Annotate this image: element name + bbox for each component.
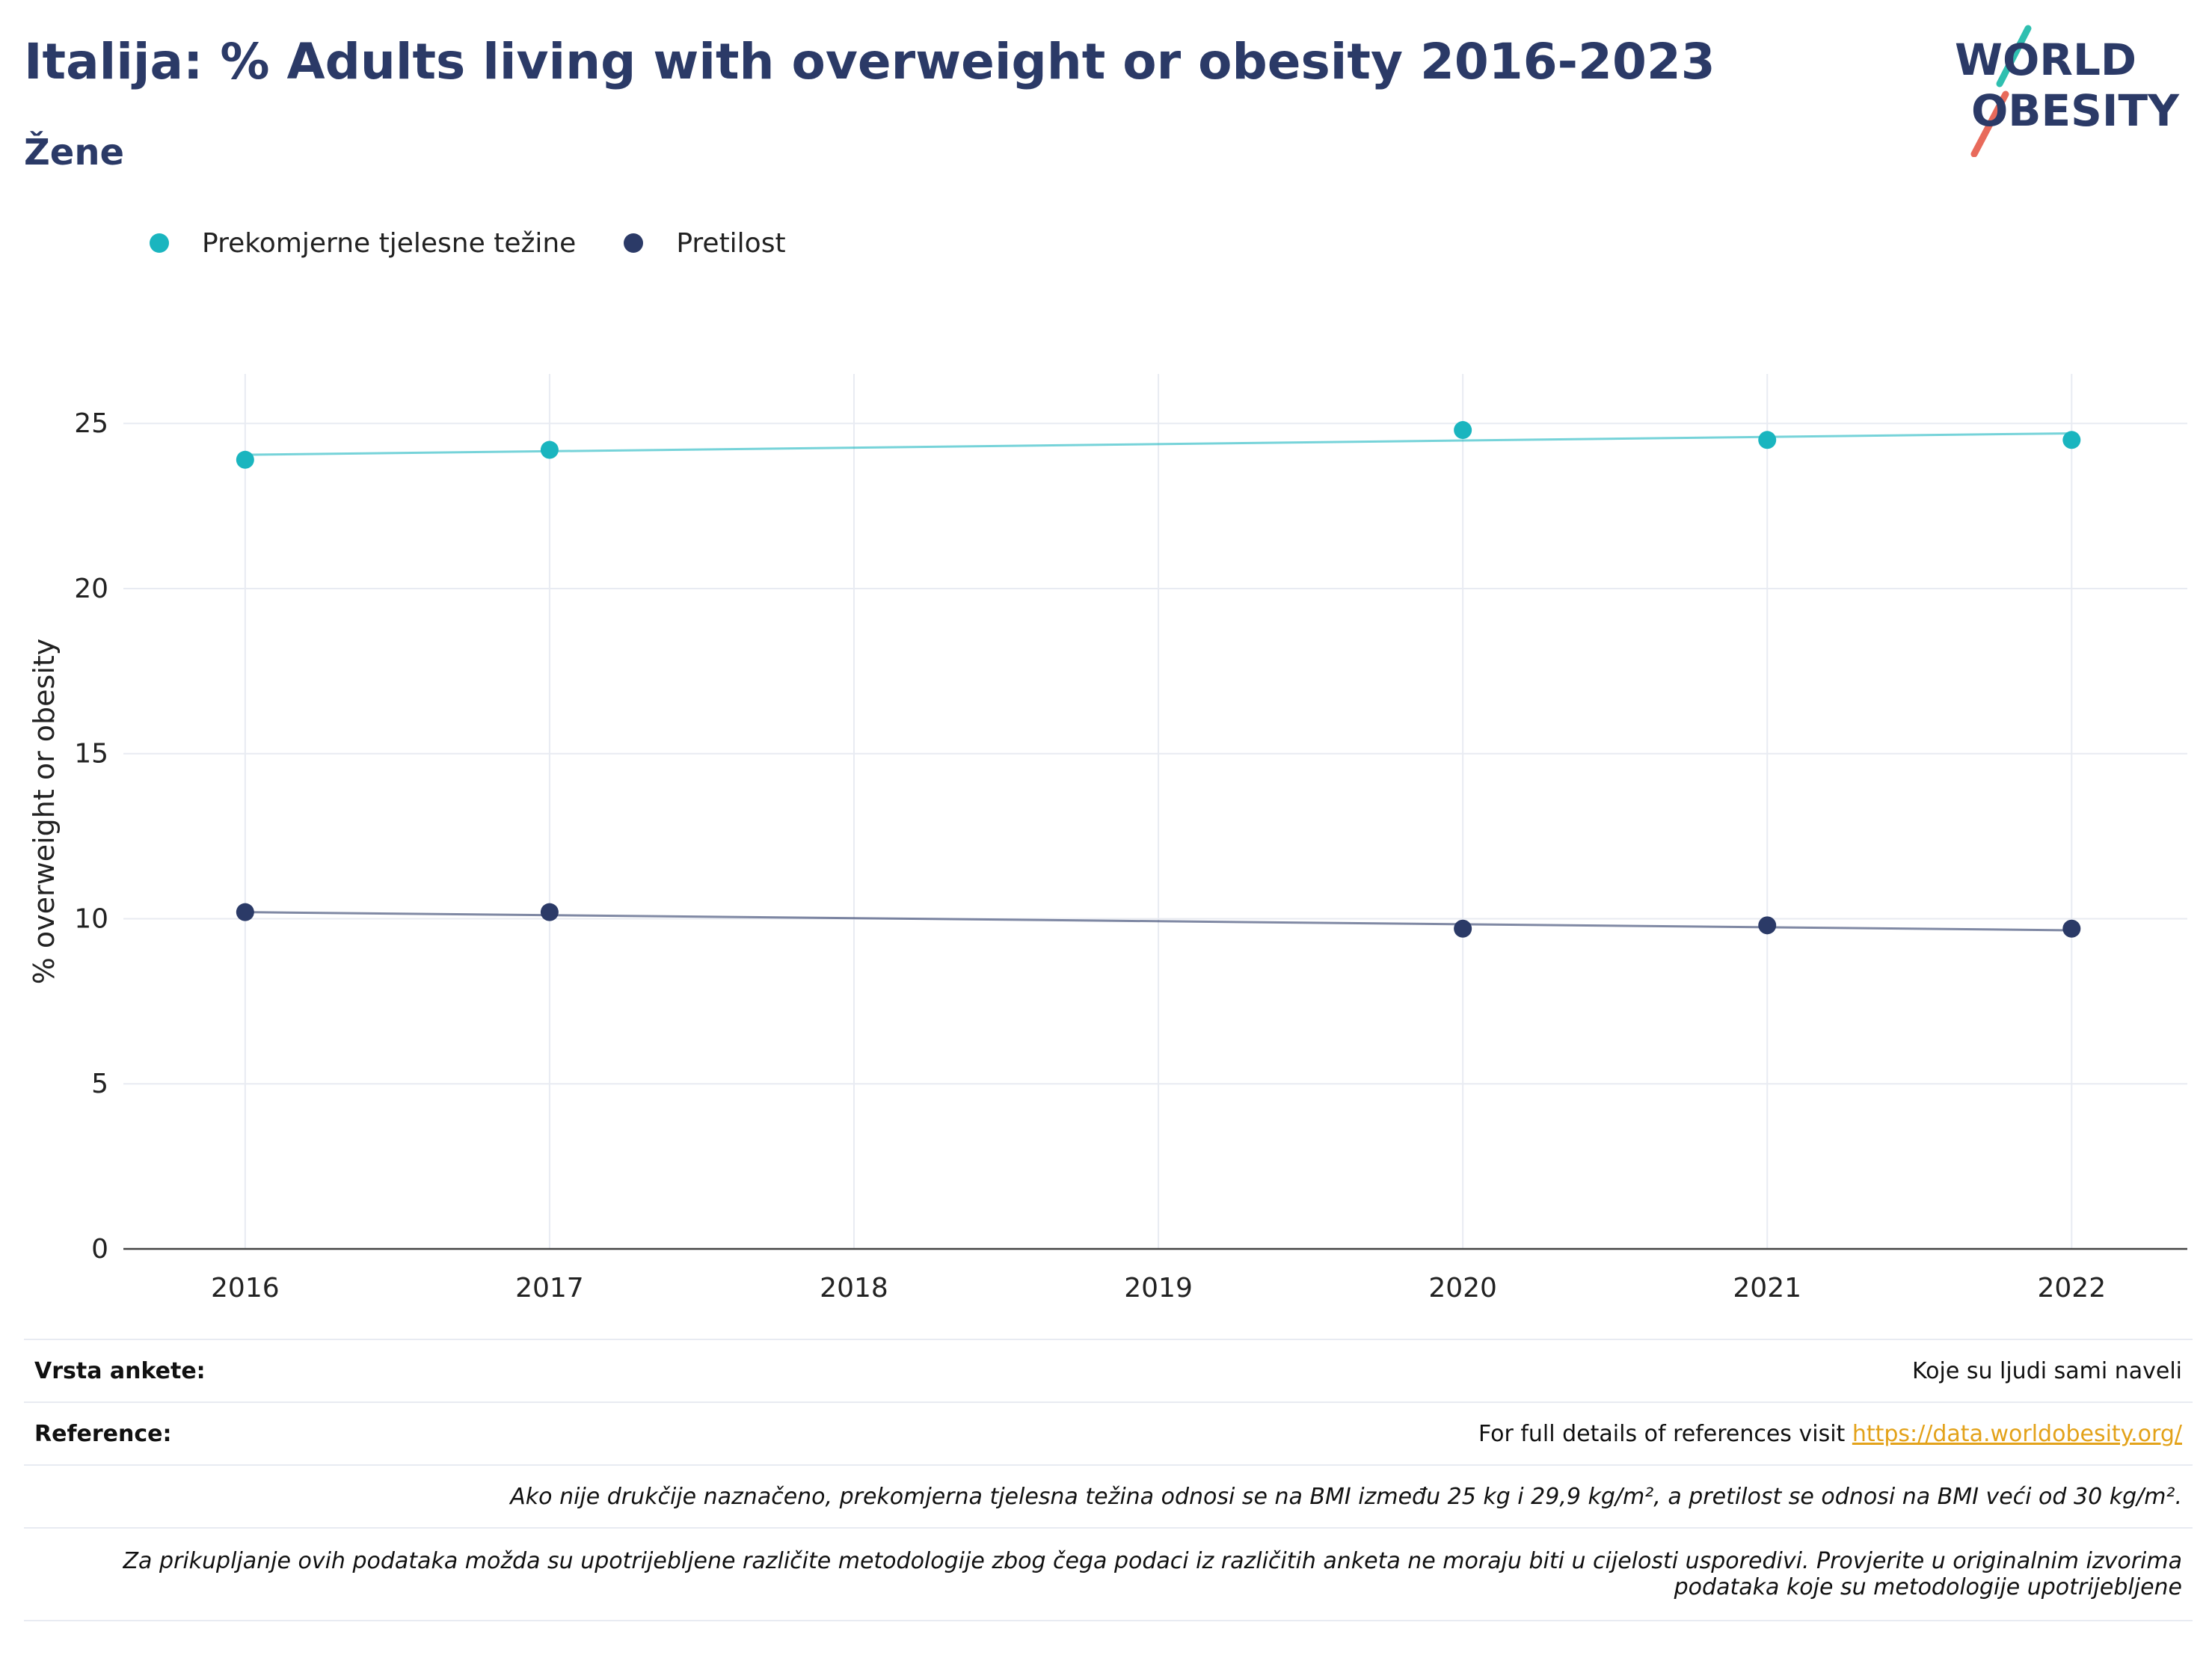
survey-value: Koje su ljudi sami naveli	[1911, 1357, 2182, 1384]
reference-link[interactable]: https://data.worldobesity.org/	[1852, 1420, 2182, 1447]
x-tick-label: 2017	[515, 1273, 584, 1304]
y-tick-label: 10	[74, 903, 108, 934]
legend-label-obesity: Pretilost	[676, 227, 786, 259]
methodology-note: Za prikupljanje ovih podataka možda su u…	[34, 1548, 2182, 1600]
info-row-reference: Reference: For full details of reference…	[24, 1401, 2193, 1464]
data-point-1	[1454, 919, 1472, 938]
logo-text-obesity: OBESITY	[1971, 85, 2180, 136]
legend-dot-obesity	[624, 233, 644, 253]
x-tick-label: 2016	[211, 1273, 280, 1304]
methodology-note-line2: podataka koje su metodologije upotrijebl…	[1674, 1574, 2182, 1600]
logo-text-world: WORLD	[1955, 34, 2136, 85]
data-point-0	[1758, 431, 1777, 449]
reference-label: Reference:	[34, 1420, 172, 1447]
y-axis-label: % overweight or obesity	[28, 639, 61, 985]
methodology-note-line1: Za prikupljanje ovih podataka možda su u…	[123, 1548, 2182, 1574]
logo-red-slash	[1970, 90, 2009, 157]
legend-item-overweight[interactable]: Prekomjerne tjelesne težine	[150, 228, 576, 259]
reference-text: For full details of references visit	[1478, 1420, 1852, 1447]
x-tick-label: 2019	[1124, 1273, 1193, 1304]
world-obesity-logo: WORLD OBESITY	[1955, 25, 2180, 157]
line-chart: 0 5 10 15 20 25 2016 2017 2018 2019 2020 2021 2022 % …	[28, 374, 2187, 1304]
data-point-0	[540, 440, 559, 459]
chart-legend: Prekomjerne tjelesne težine Pretilost	[150, 224, 834, 262]
data-point-1	[2062, 919, 2081, 938]
logo-teal-slash	[1996, 25, 2032, 87]
survey-label: Vrsta ankete:	[34, 1357, 206, 1384]
y-tick-label: 5	[91, 1069, 108, 1099]
reference-value: For full details of references visit htt…	[1478, 1421, 2182, 1447]
data-point-1	[1758, 916, 1777, 935]
info-row-methodology: Za prikupljanje ovih podataka možda su u…	[24, 1527, 2193, 1621]
data-point-0	[2062, 431, 2081, 449]
info-row-survey: Vrsta ankete: Koje su ljudi sami naveli	[24, 1339, 2193, 1401]
legend-item-obesity[interactable]: Pretilost	[624, 227, 786, 259]
x-tick-label: 2021	[1733, 1273, 1801, 1304]
y-tick-label: 25	[74, 408, 108, 439]
data-point-0	[1454, 421, 1472, 440]
definition-note: Ako nije drukčije naznačeno, prekomjerna…	[510, 1483, 2182, 1510]
x-tick-label: 2020	[1428, 1273, 1497, 1304]
data-point-1	[540, 903, 559, 921]
legend-label-overweight: Prekomjerne tjelesne težine	[202, 227, 577, 259]
info-row-definition: Ako nije drukčije naznačeno, prekomjerna…	[24, 1464, 2193, 1527]
y-tick-label: 15	[74, 739, 108, 770]
data-point-1	[236, 903, 254, 921]
data-point-0	[236, 450, 254, 469]
chart-info-table: Vrsta ankete: Koje su ljudi sami naveli …	[24, 1339, 2193, 1621]
y-tick-label: 20	[74, 574, 108, 604]
chart-subtitle: Žene	[24, 132, 125, 174]
x-tick-label: 2022	[2037, 1273, 2106, 1304]
y-tick-label: 0	[91, 1234, 108, 1265]
legend-dot-overweight	[150, 233, 169, 253]
chart-title: Italija: % Adults living with overweight…	[24, 33, 1715, 90]
x-tick-label: 2018	[820, 1273, 888, 1304]
